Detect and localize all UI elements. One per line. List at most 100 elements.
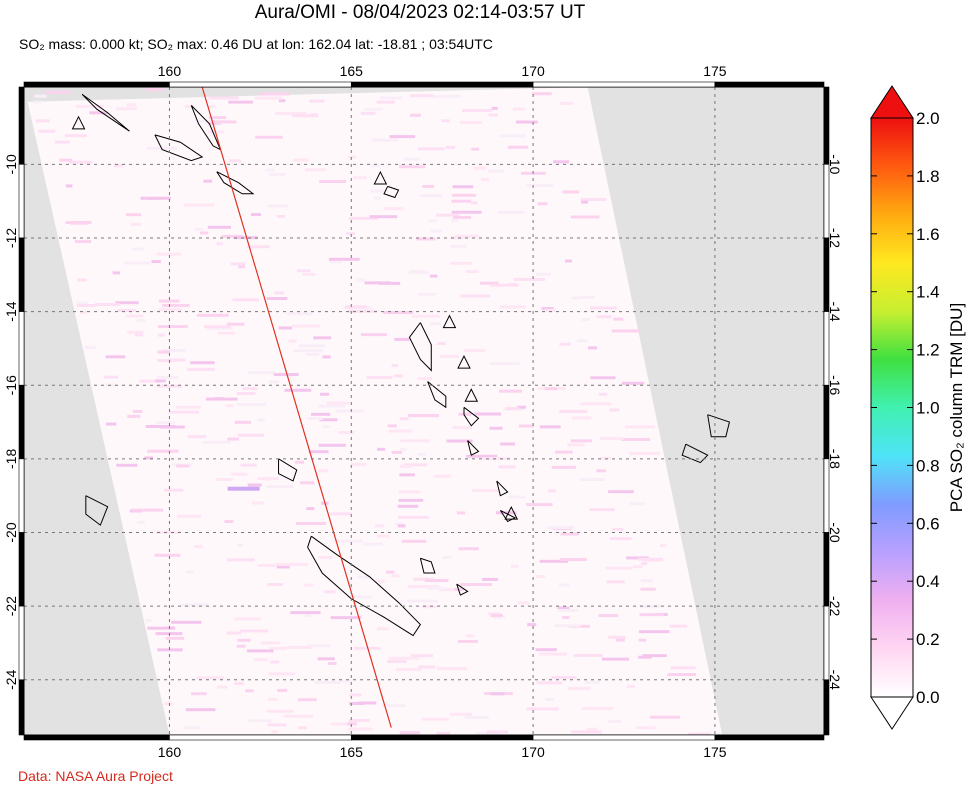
coastline <box>467 440 480 456</box>
so2-pixel <box>155 530 180 534</box>
so2-pixel <box>490 362 520 366</box>
so2-pixel <box>576 339 588 343</box>
so2-pixel <box>331 722 354 726</box>
so2-pixel <box>344 305 367 309</box>
so2-pixel <box>276 565 290 569</box>
so2-pixel <box>307 416 323 420</box>
so2-pixel <box>286 312 313 316</box>
lon-tick-label: 175 <box>703 744 727 760</box>
so2-pixel <box>418 292 437 296</box>
so2-pixel <box>605 566 633 570</box>
chart-title: Aura/OMI - 08/04/2023 02:14-03:57 UT <box>254 2 586 23</box>
so2-pixel <box>399 464 413 468</box>
so2-pixel <box>134 333 144 337</box>
so2-pixel <box>579 478 605 482</box>
so2-pixel <box>403 463 428 467</box>
so2-pixel <box>399 417 409 421</box>
colorbar-tick-label: 1.6 <box>916 225 940 244</box>
so2-pixel <box>628 451 661 455</box>
so2-pixel <box>284 388 312 392</box>
so2-pixel <box>376 627 389 631</box>
so2-pixel <box>298 344 325 348</box>
frame-band-lon <box>23 734 170 741</box>
so2-pixel <box>268 672 296 676</box>
so2-pixel <box>291 114 319 118</box>
so2-pixel <box>65 184 73 188</box>
so2-pixel <box>139 379 163 383</box>
so2-pixel <box>185 104 194 108</box>
so2-pixel <box>54 140 70 144</box>
so2-pixel <box>304 614 312 618</box>
so2-pixel <box>462 109 493 113</box>
so2-pixel <box>538 652 567 656</box>
so2-pixel <box>273 373 299 377</box>
chart-subtitle: SO₂ mass: 0.000 kt; SO₂ max: 0.46 DU at … <box>19 36 493 52</box>
so2-pixel <box>126 213 142 217</box>
so2-pixel <box>441 119 450 123</box>
so2-pixel <box>341 679 352 683</box>
so2-pixel <box>317 657 335 661</box>
so2-pixel <box>589 306 618 310</box>
so2-pixel <box>116 463 138 467</box>
lon-tick-label: 170 <box>521 744 545 760</box>
so2-pixel <box>548 489 556 493</box>
so2-pixel <box>112 271 121 275</box>
lon-tick-label: 165 <box>340 63 364 79</box>
so2-pixel <box>544 308 557 312</box>
so2-pixel <box>409 113 422 117</box>
so2-pixel <box>586 727 598 731</box>
so2-pixel <box>545 697 555 701</box>
so2-pixel <box>227 437 240 441</box>
so2-pixel <box>69 160 93 164</box>
so2-pixel <box>510 564 519 568</box>
so2-pixel <box>348 718 370 722</box>
so2-pixel <box>360 333 387 337</box>
so2-pixel <box>245 689 254 693</box>
so2-pixel <box>183 725 201 729</box>
so2-pixel <box>269 646 287 650</box>
so2-pixel <box>370 189 389 193</box>
so2-pixel <box>410 654 433 658</box>
so2-pixel <box>610 537 632 541</box>
so2-pixel <box>376 100 395 104</box>
so2-pixel <box>526 707 559 711</box>
so2-pixel <box>621 381 645 385</box>
so2-pixel <box>156 384 182 388</box>
so2-pixel <box>356 278 366 282</box>
coastline <box>216 171 255 195</box>
so2-pixel <box>458 547 479 551</box>
so2-pixel <box>34 94 47 98</box>
so2-pixel <box>326 401 350 405</box>
so2-pixel <box>161 349 186 353</box>
so2-pixel <box>416 237 436 241</box>
so2-pixel <box>438 588 461 592</box>
volcano-marker <box>373 170 388 185</box>
so2-pixel <box>247 483 262 487</box>
so2-pixel <box>228 100 253 104</box>
so2-pixel <box>555 624 581 628</box>
so2-pixel <box>581 318 590 322</box>
so2-pixel <box>364 107 383 111</box>
so2-pixel <box>637 557 664 561</box>
so2-pixel <box>187 367 215 371</box>
frame-band-lon <box>532 734 716 741</box>
so2-pixel <box>89 111 108 115</box>
so2-pixel <box>271 730 279 734</box>
frame-band-lon <box>714 734 825 741</box>
so2-pixel <box>551 465 576 469</box>
so2-pixel <box>388 429 413 433</box>
so2-pixel <box>667 673 697 677</box>
so2-pixel <box>268 380 279 384</box>
so2-pixel <box>76 303 96 307</box>
so2-pixel <box>559 558 587 562</box>
so2-pixel <box>493 615 506 619</box>
so2-pixel <box>429 274 438 278</box>
so2-pixel <box>349 701 365 705</box>
so2-pixel <box>296 522 326 526</box>
so2-pixel <box>158 308 183 312</box>
frame-band-lat <box>18 532 25 607</box>
so2-pixel <box>274 291 285 295</box>
so2-pixel <box>335 409 365 413</box>
lat-tick-label-left: -14 <box>3 301 19 321</box>
